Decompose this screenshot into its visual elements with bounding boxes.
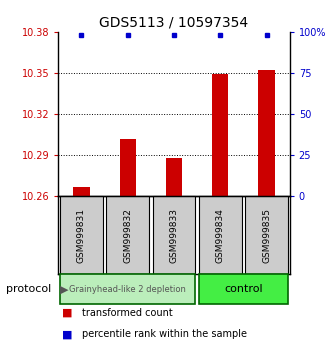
Bar — [199, 274, 288, 304]
Text: ■: ■ — [62, 308, 72, 318]
Text: GSM999831: GSM999831 — [77, 208, 86, 263]
Bar — [107, 196, 149, 274]
Text: GSM999834: GSM999834 — [216, 208, 225, 263]
Text: control: control — [224, 284, 263, 295]
Text: protocol: protocol — [6, 284, 52, 295]
Bar — [120, 139, 136, 196]
Text: transformed count: transformed count — [82, 308, 172, 318]
Bar — [73, 187, 90, 196]
Text: GSM999832: GSM999832 — [123, 208, 132, 263]
Bar — [245, 196, 288, 274]
Text: Grainyhead-like 2 depletion: Grainyhead-like 2 depletion — [69, 285, 186, 294]
Bar — [60, 196, 103, 274]
Text: ■: ■ — [62, 329, 72, 339]
Bar — [212, 74, 228, 196]
Bar — [166, 158, 182, 196]
Bar — [258, 70, 275, 196]
Bar — [153, 196, 195, 274]
Bar — [199, 196, 241, 274]
Text: ▶: ▶ — [60, 284, 69, 295]
Bar — [60, 274, 195, 304]
Title: GDS5113 / 10597354: GDS5113 / 10597354 — [100, 15, 248, 29]
Text: GSM999835: GSM999835 — [262, 208, 271, 263]
Text: GSM999833: GSM999833 — [169, 208, 178, 263]
Text: percentile rank within the sample: percentile rank within the sample — [82, 329, 246, 339]
